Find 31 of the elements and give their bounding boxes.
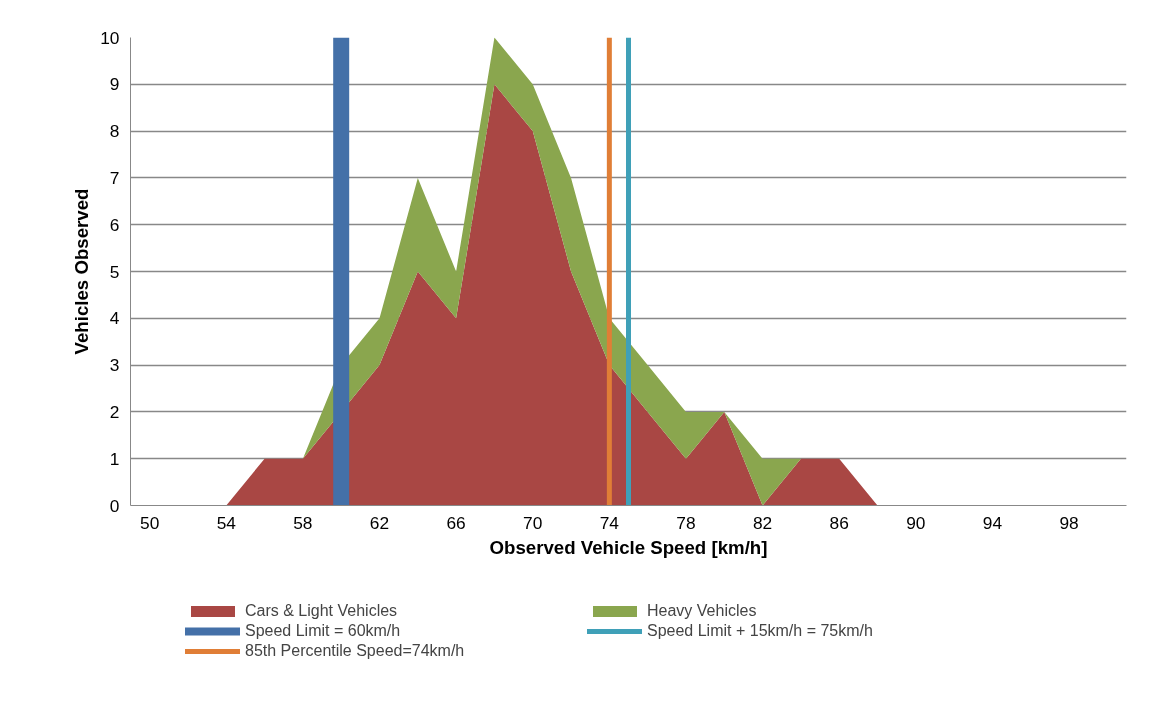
y-tick-label: 9 [109,74,120,95]
x-tick-label: 58 [293,512,313,533]
y-tick-label: 2 [109,401,120,422]
legend-label: Speed Limit + 15km/h = 75km/h [647,622,874,640]
y-tick-label: 7 [109,167,120,188]
x-tick-label: 90 [906,512,926,533]
x-tick-label: 50 [140,512,160,533]
x-tick-label: 74 [599,512,620,533]
x-tick-label: 66 [446,512,466,533]
x-tick-label: 54 [216,512,237,533]
legend-label: Heavy Vehicles [647,602,758,620]
y-tick-label: 3 [109,355,120,376]
y-axis-title: Vehicles Observed [71,188,93,355]
y-tick-label: 5 [109,261,120,282]
y-tick-label: 10 [100,27,120,48]
legend-label: Speed Limit = 60km/h [245,622,402,640]
x-tick-label: 82 [752,512,773,533]
x-tick-label: 86 [829,512,849,533]
y-tick-label: 0 [109,495,120,516]
x-tick-label: 98 [1059,512,1079,533]
x-tick-label: 70 [523,512,543,533]
legend-label: 85th Percentile Speed=74km/h [245,642,466,660]
y-tick-label: 8 [109,121,120,142]
y-tick-label: 1 [109,448,120,469]
y-tick-label: 6 [109,214,120,235]
legend-label: Cars & Light Vehicles [245,602,399,620]
x-tick-label: 78 [676,512,696,533]
x-axis-title: Observed Vehicle Speed [km/h] [489,536,768,558]
x-tick-label: 62 [369,512,390,533]
x-tick-label: 94 [982,512,1003,533]
y-tick-label: 4 [109,308,120,329]
